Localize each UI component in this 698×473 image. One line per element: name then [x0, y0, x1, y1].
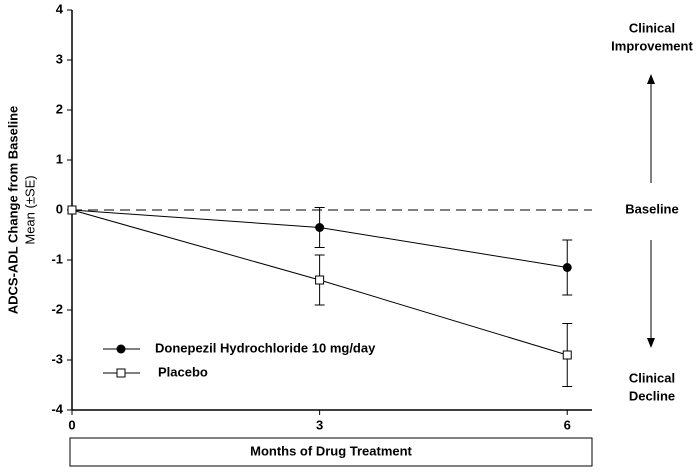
marker — [315, 223, 325, 232]
y-tick-label: 1 — [56, 151, 63, 166]
y-tick-label: 4 — [56, 1, 64, 16]
marker — [562, 350, 572, 360]
y-tick-label: 2 — [56, 101, 63, 116]
annotation: Improvement — [611, 38, 693, 53]
y-tick-label: -4 — [51, 401, 63, 416]
annotation: Baseline — [625, 201, 678, 216]
legend-marker — [116, 368, 126, 378]
legend-label: Placebo — [158, 364, 208, 379]
y-tick-label: 3 — [56, 51, 63, 66]
x-tick-label: 6 — [564, 417, 571, 432]
y-axis-sublabel: Mean (±SE) — [22, 175, 37, 244]
legend-label: Donepezil Hydrochloride 10 mg/day — [155, 340, 376, 355]
x-tick-label: 3 — [316, 417, 323, 432]
annotation: Clinical — [629, 20, 675, 35]
x-axis-label: Months of Drug Treatment — [250, 443, 412, 458]
annotation: Decline — [629, 388, 675, 403]
marker — [562, 263, 572, 272]
y-tick-label: -1 — [51, 251, 63, 266]
x-label-box — [69, 437, 593, 467]
arrowhead — [647, 74, 655, 84]
y-tick-label: -3 — [51, 351, 63, 366]
marker — [315, 275, 325, 285]
annotation: Clinical — [629, 370, 675, 385]
y-axis-label: ADCS-ADL Change from Baseline — [5, 106, 20, 315]
x-tick-label: 0 — [68, 417, 75, 432]
legend-marker — [116, 344, 126, 354]
marker — [67, 205, 77, 215]
arrowhead — [647, 338, 655, 348]
y-tick-label: 0 — [56, 201, 63, 216]
y-tick-label: -2 — [51, 301, 63, 316]
